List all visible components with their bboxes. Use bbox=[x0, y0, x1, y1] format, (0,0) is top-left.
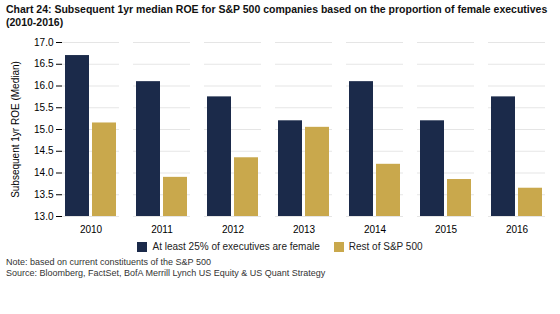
svg-text:2011: 2011 bbox=[151, 224, 173, 235]
svg-text:16.5: 16.5 bbox=[34, 58, 54, 69]
svg-text:2014: 2014 bbox=[364, 224, 387, 235]
html-text:Chart 24: Subsequent 1yr media: Chart 24: Subsequent 1yr median ROE for … bbox=[6, 3, 548, 28]
html-text:Rest of S&P 500: Rest of S&P 500 bbox=[348, 241, 423, 252]
svg-text:17.0: 17.0 bbox=[34, 37, 54, 48]
html-text:At least 25% of executives are: At least 25% of executives are female bbox=[152, 241, 320, 252]
svg-text:13.5: 13.5 bbox=[34, 189, 54, 200]
svg-text:15.0: 15.0 bbox=[34, 124, 54, 135]
svg-text:14.0: 14.0 bbox=[34, 167, 54, 178]
svg-text:Subsequent 1yr ROE (Median): Subsequent 1yr ROE (Median) bbox=[10, 61, 21, 198]
svg-text:16.0: 16.0 bbox=[34, 80, 54, 91]
svg-text:13.0: 13.0 bbox=[34, 211, 54, 222]
svg-text:14.5: 14.5 bbox=[34, 145, 54, 156]
svg-text:2010: 2010 bbox=[80, 224, 103, 235]
svg-text:2016: 2016 bbox=[506, 224, 529, 235]
svg-text:2012: 2012 bbox=[222, 224, 245, 235]
svg-text:15.5: 15.5 bbox=[34, 102, 54, 113]
html-text:Source: Bloomberg, FactSet, Bo: Source: Bloomberg, FactSet, BofA Merrill… bbox=[6, 268, 326, 278]
html-text:Note: based on current constit: Note: based on current constituents of t… bbox=[6, 257, 211, 267]
svg-text:2013: 2013 bbox=[293, 224, 316, 235]
svg-text:2015: 2015 bbox=[435, 224, 458, 235]
